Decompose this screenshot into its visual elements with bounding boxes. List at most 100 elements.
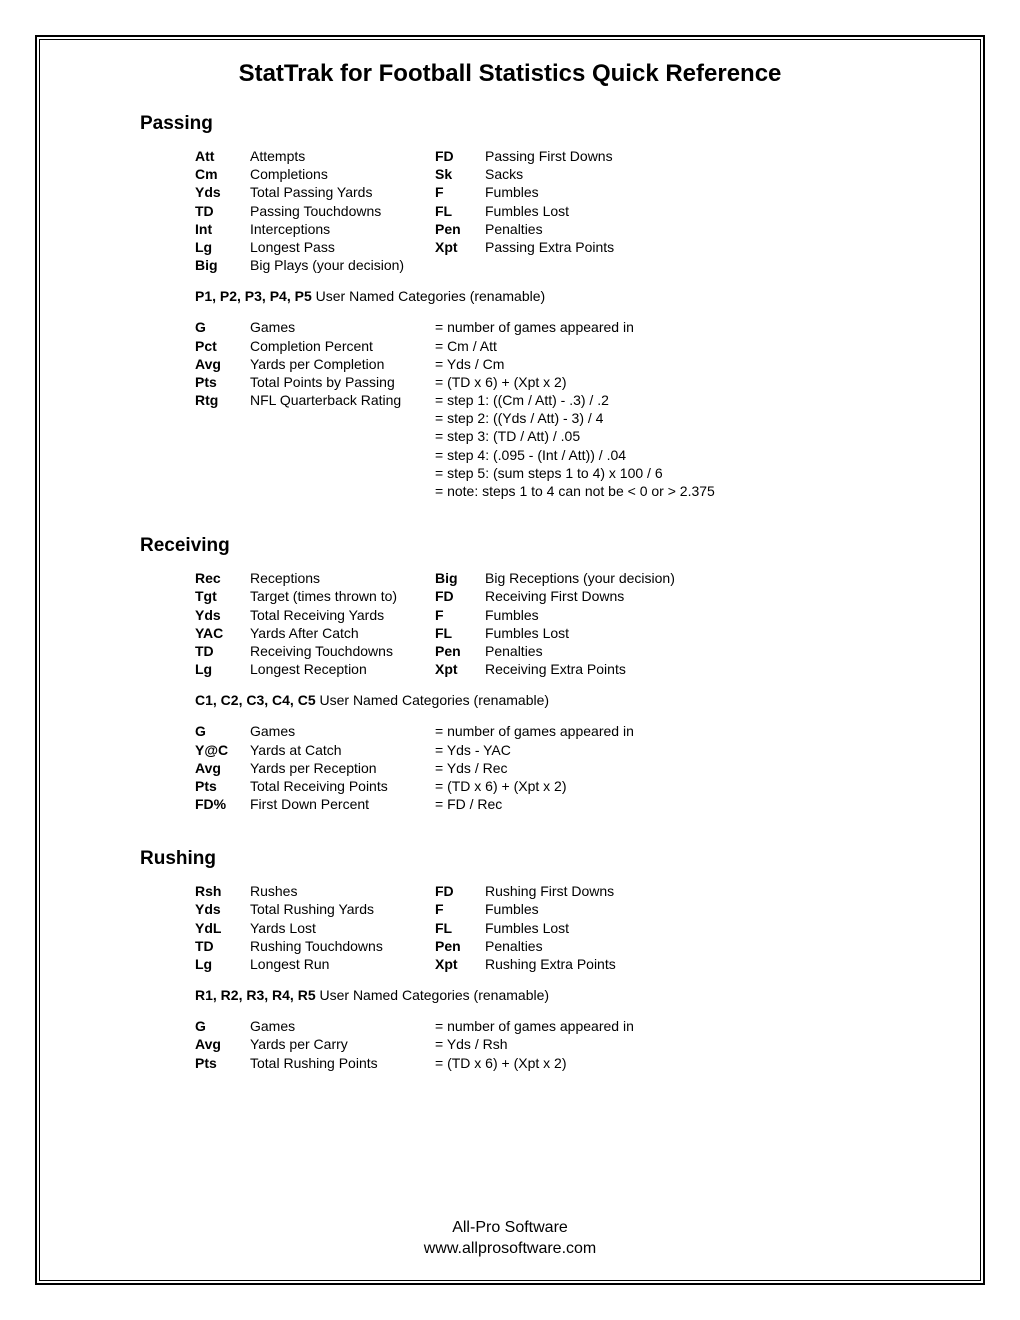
desc: Total Points by Passing [250,373,435,391]
desc: Receiving Extra Points [485,660,880,678]
desc: Yards Lost [250,919,435,937]
desc: Target (times thrown to) [250,587,435,605]
page-inner: StatTrak for Football Statistics Quick R… [39,39,981,1281]
calc-row: PtsTotal Receiving Points= (TD x 6) + (X… [195,777,880,795]
desc: Total Receiving Yards [250,606,435,624]
def-row: LgLongest ReceptionXptReceiving Extra Po… [195,660,880,678]
desc [250,427,435,445]
desc [250,409,435,427]
abbr: FD% [195,795,250,813]
desc: Penalties [485,937,880,955]
abbr [195,446,250,464]
passing-heading: Passing [140,113,880,135]
desc [250,482,435,500]
rushing-user-named-rest: User Named Categories (renamable) [316,987,549,1003]
rushing-defs: RshRushesFDRushing First DownsYdsTotal R… [195,882,880,973]
abbr: YAC [195,624,250,642]
desc: Total Rushing Points [250,1054,435,1072]
abbr: FD [435,147,485,165]
desc: Yards per Reception [250,759,435,777]
desc: Rushing Touchdowns [250,937,435,955]
rushing-calcs: GGames= number of games appeared inAvgYa… [195,1017,880,1072]
desc: Receptions [250,569,435,587]
desc: Total Receiving Points [250,777,435,795]
receiving-defs: RecReceptionsBigBig Receptions (your dec… [195,569,880,678]
formula: = step 5: (sum steps 1 to 4) x 100 / 6 [435,464,880,482]
def-row: TDReceiving TouchdownsPenPenalties [195,642,880,660]
desc: Big Plays (your decision) [250,256,435,274]
desc: Interceptions [250,220,435,238]
desc: Rushes [250,882,435,900]
def-row: YdsTotal Passing YardsFFumbles [195,183,880,201]
receiving-heading: Receiving [140,535,880,557]
desc: Yards per Carry [250,1035,435,1053]
abbr: Big [435,569,485,587]
footer: All-Pro Software www.allprosoftware.com [40,1218,980,1260]
abbr: Att [195,147,250,165]
abbr: Pct [195,337,250,355]
abbr: Cm [195,165,250,183]
calc-row: AvgYards per Carry= Yds / Rsh [195,1035,880,1053]
formula: = Yds - YAC [435,741,880,759]
desc: Fumbles [485,183,880,201]
desc: Yards After Catch [250,624,435,642]
desc: Longest Pass [250,238,435,256]
calc-row: AvgYards per Completion= Yds / Cm [195,355,880,373]
def-row: RshRushesFDRushing First Downs [195,882,880,900]
calc-row: PtsTotal Rushing Points= (TD x 6) + (Xpt… [195,1054,880,1072]
desc: Penalties [485,642,880,660]
receiving-user-named: C1, C2, C3, C4, C5 User Named Categories… [195,692,880,708]
calc-row: Y@CYards at Catch= Yds - YAC [195,741,880,759]
desc: Penalties [485,220,880,238]
abbr: Rtg [195,391,250,409]
abbr: FD [435,587,485,605]
abbr: Sk [435,165,485,183]
passing-user-named-rest: User Named Categories (renamable) [312,288,545,304]
desc: Receiving Touchdowns [250,642,435,660]
desc: First Down Percent [250,795,435,813]
passing-user-named-bold: P1, P2, P3, P4, P5 [195,288,312,304]
desc: Fumbles Lost [485,624,880,642]
formula: = step 2: ((Yds / Att) - 3) / 4 [435,409,880,427]
desc [485,256,880,274]
def-row: YdLYards LostFLFumbles Lost [195,919,880,937]
formula: = Yds / Rsh [435,1035,880,1053]
def-row: TDPassing TouchdownsFLFumbles Lost [195,202,880,220]
abbr: Rsh [195,882,250,900]
abbr: G [195,1017,250,1035]
abbr: TD [195,202,250,220]
calc-row: PtsTotal Points by Passing= (TD x 6) + (… [195,373,880,391]
abbr: Xpt [435,238,485,256]
abbr: F [435,900,485,918]
formula: = number of games appeared in [435,722,880,740]
calc-row: GGames= number of games appeared in [195,722,880,740]
desc [250,464,435,482]
abbr: Avg [195,1035,250,1053]
desc: Fumbles Lost [485,202,880,220]
abbr: FL [435,202,485,220]
abbr: Int [195,220,250,238]
calc-row: = step 2: ((Yds / Att) - 3) / 4 [195,409,880,427]
abbr [435,256,485,274]
desc: Passing First Downs [485,147,880,165]
def-row: YdsTotal Rushing YardsFFumbles [195,900,880,918]
def-row: CmCompletionsSkSacks [195,165,880,183]
calc-row: = step 4: (.095 - (Int / Att)) / .04 [195,446,880,464]
rushing-user-named-bold: R1, R2, R3, R4, R5 [195,987,316,1003]
abbr: Pen [435,642,485,660]
desc: Fumbles [485,900,880,918]
page-border: StatTrak for Football Statistics Quick R… [35,35,985,1285]
desc: Total Passing Yards [250,183,435,201]
receiving-calcs: GGames= number of games appeared inY@CYa… [195,722,880,813]
abbr: Yds [195,606,250,624]
desc: Completion Percent [250,337,435,355]
desc: Big Receptions (your decision) [485,569,880,587]
desc: Completions [250,165,435,183]
desc [250,446,435,464]
desc: Sacks [485,165,880,183]
abbr: Avg [195,759,250,777]
abbr: Yds [195,183,250,201]
def-row: BigBig Plays (your decision) [195,256,880,274]
formula: = (TD x 6) + (Xpt x 2) [435,373,880,391]
desc: Yards per Completion [250,355,435,373]
